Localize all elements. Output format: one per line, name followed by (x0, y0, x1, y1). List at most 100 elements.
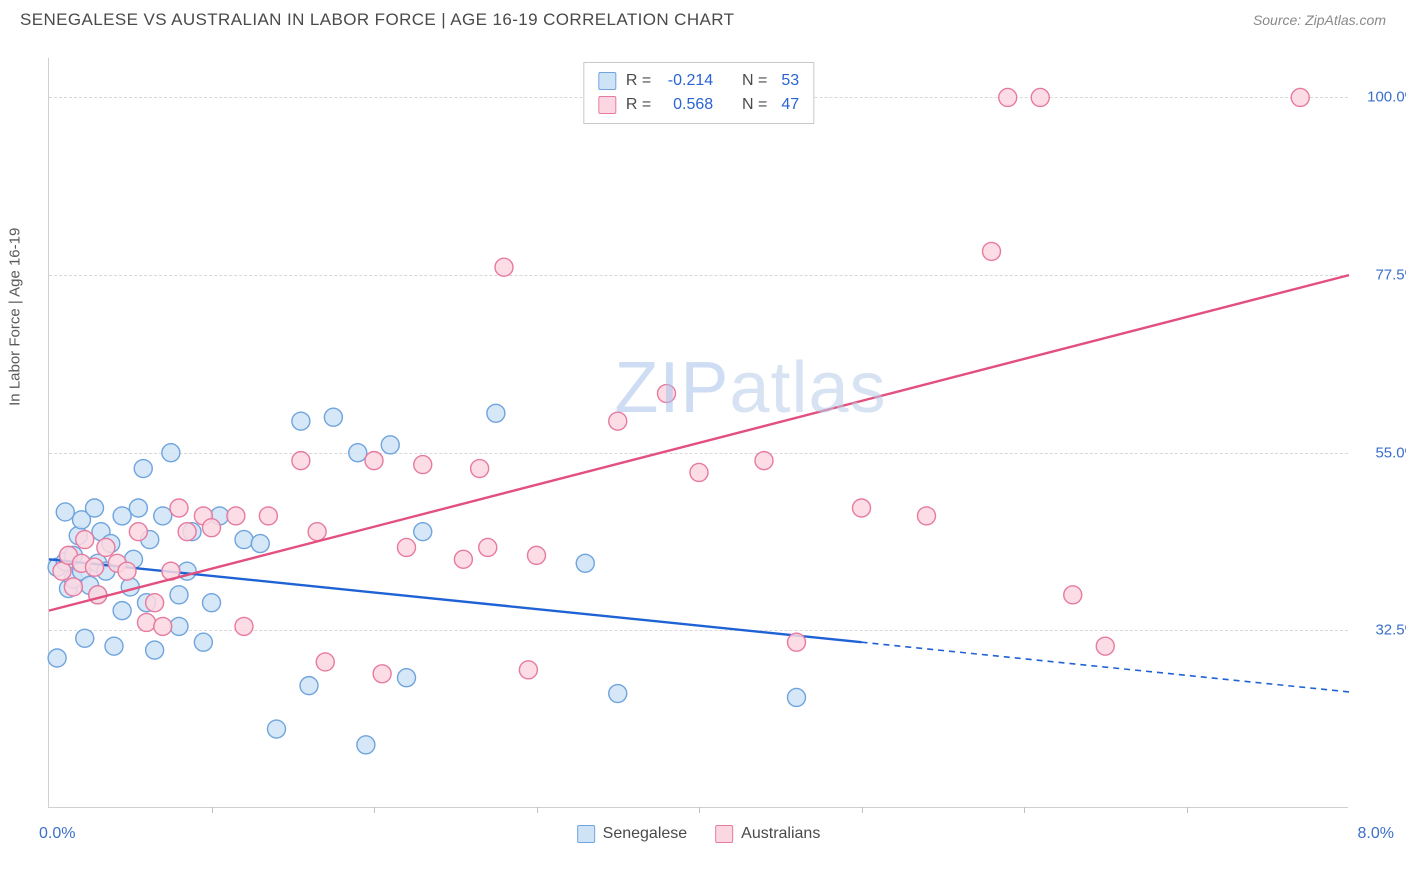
legend-swatch-senegalese (577, 825, 595, 843)
n-value-australians: 47 (781, 93, 799, 117)
data-point-australians (519, 661, 537, 679)
data-point-senegalese (576, 554, 594, 572)
r-value-australians: 0.568 (661, 93, 713, 117)
data-point-senegalese (86, 499, 104, 517)
legend-item-australians: Australians (715, 825, 820, 843)
data-point-australians (999, 88, 1017, 106)
data-point-senegalese (105, 637, 123, 655)
data-point-senegalese (162, 444, 180, 462)
data-point-australians (479, 538, 497, 556)
legend-label-senegalese: Senegalese (603, 825, 688, 843)
x-tick (862, 807, 863, 813)
data-point-australians (64, 578, 82, 596)
data-point-australians (178, 523, 196, 541)
data-point-australians (170, 499, 188, 517)
swatch-australians (598, 96, 616, 114)
data-point-australians (154, 617, 172, 635)
x-axis-min-label: 0.0% (39, 825, 75, 843)
scatter-plot-svg (49, 58, 1348, 807)
data-point-australians (471, 460, 489, 478)
y-tick-label: 32.5% (1358, 622, 1406, 639)
data-point-australians (853, 499, 871, 517)
n-value-senegalese: 53 (781, 69, 799, 93)
data-point-senegalese (203, 594, 221, 612)
x-tick (1024, 807, 1025, 813)
data-point-australians (690, 463, 708, 481)
data-point-senegalese (398, 669, 416, 687)
data-point-senegalese (300, 677, 318, 695)
data-point-australians (414, 456, 432, 474)
data-point-australians (788, 633, 806, 651)
data-point-australians (235, 617, 253, 635)
data-point-australians (129, 523, 147, 541)
stats-row-senegalese: R = -0.214 N = 53 (598, 69, 799, 93)
y-tick-label: 77.5% (1358, 267, 1406, 284)
data-point-australians (86, 558, 104, 576)
data-point-australians (308, 523, 326, 541)
data-point-australians (146, 594, 164, 612)
source-label: Source: ZipAtlas.com (1253, 12, 1386, 28)
data-point-australians (203, 519, 221, 537)
data-point-australians (259, 507, 277, 525)
data-point-australians (138, 613, 156, 631)
y-axis-title: In Labor Force | Age 16-19 (7, 227, 24, 405)
x-tick (537, 807, 538, 813)
legend-label-australians: Australians (741, 825, 820, 843)
r-value-senegalese: -0.214 (661, 69, 713, 93)
y-tick-label: 100.0% (1358, 89, 1406, 106)
chart-plot-area: In Labor Force | Age 16-19 100.0%77.5%55… (48, 58, 1348, 808)
data-point-australians (918, 507, 936, 525)
legend-item-senegalese: Senegalese (577, 825, 688, 843)
data-point-australians (454, 550, 472, 568)
data-point-australians (97, 538, 115, 556)
data-point-australians (292, 452, 310, 470)
data-point-senegalese (324, 408, 342, 426)
r-prefix: R = (626, 93, 651, 117)
legend-swatch-australians (715, 825, 733, 843)
data-point-senegalese (113, 507, 131, 525)
data-point-australians (495, 258, 513, 276)
data-point-senegalese (154, 507, 172, 525)
data-point-senegalese (349, 444, 367, 462)
x-tick (212, 807, 213, 813)
data-point-senegalese (268, 720, 286, 738)
data-point-australians (365, 452, 383, 470)
x-tick (699, 807, 700, 813)
n-prefix: N = (742, 69, 767, 93)
data-point-senegalese (113, 602, 131, 620)
data-point-senegalese (48, 649, 66, 667)
x-axis-max-label: 8.0% (1358, 825, 1394, 843)
data-point-australians (227, 507, 245, 525)
data-point-australians (89, 586, 107, 604)
data-point-australians (373, 665, 391, 683)
data-point-senegalese (414, 523, 432, 541)
data-point-senegalese (76, 629, 94, 647)
swatch-senegalese (598, 72, 616, 90)
data-point-australians (609, 412, 627, 430)
y-tick-label: 55.0% (1358, 444, 1406, 461)
data-point-australians (1096, 637, 1114, 655)
data-point-australians (658, 385, 676, 403)
data-point-australians (316, 653, 334, 671)
bottom-legend: Senegalese Australians (577, 825, 821, 843)
data-point-australians (1291, 88, 1309, 106)
data-point-senegalese (251, 535, 269, 553)
data-point-senegalese (235, 531, 253, 549)
stats-row-australians: R = 0.568 N = 47 (598, 93, 799, 117)
data-point-senegalese (170, 617, 188, 635)
data-point-australians (76, 531, 94, 549)
chart-title: SENEGALESE VS AUSTRALIAN IN LABOR FORCE … (20, 10, 734, 30)
data-point-senegalese (129, 499, 147, 517)
data-point-australians (983, 242, 1001, 260)
data-point-australians (398, 538, 416, 556)
data-point-senegalese (56, 503, 74, 521)
data-point-senegalese (609, 685, 627, 703)
data-point-senegalese (194, 633, 212, 651)
r-prefix: R = (626, 69, 651, 93)
data-point-senegalese (788, 688, 806, 706)
data-point-australians (1031, 88, 1049, 106)
data-point-australians (1064, 586, 1082, 604)
data-point-australians (755, 452, 773, 470)
data-point-australians (118, 562, 136, 580)
correlation-stats-box: R = -0.214 N = 53 R = 0.568 N = 47 (583, 62, 814, 124)
